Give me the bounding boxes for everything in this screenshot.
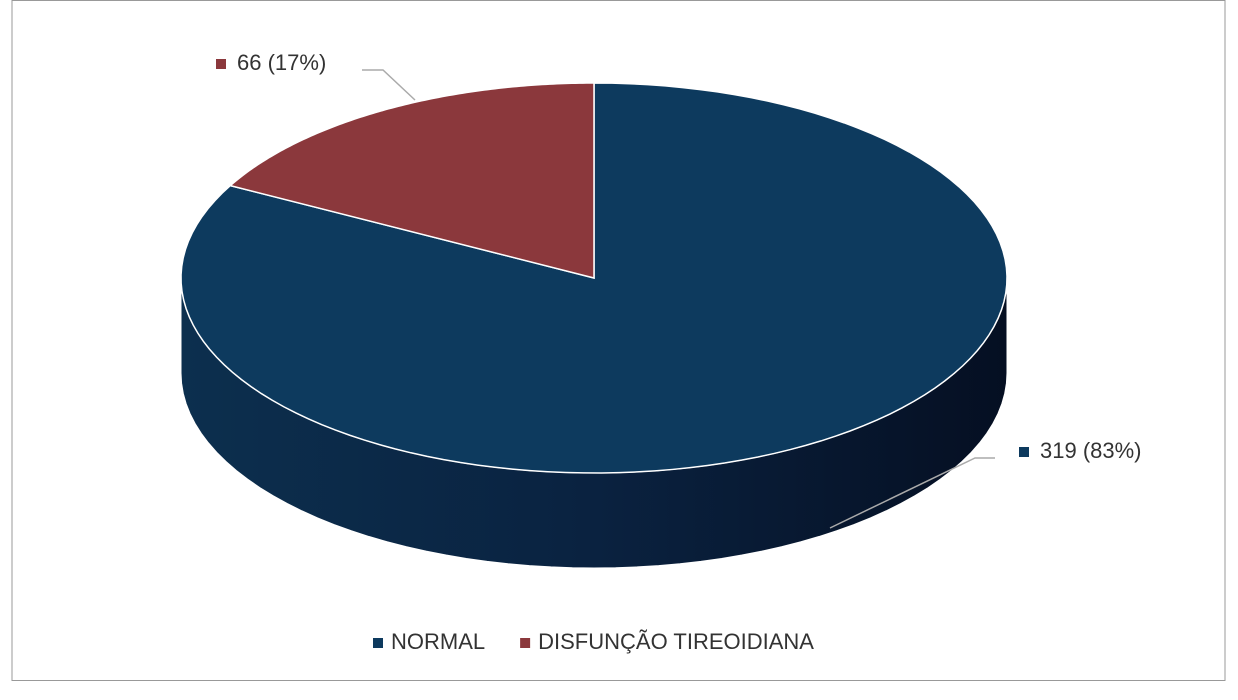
- data-label: 319 (83%): [1040, 438, 1142, 463]
- label-swatch: [216, 59, 226, 69]
- label-swatch: [1019, 447, 1029, 457]
- slice: [228, 82, 595, 279]
- data-label: 66 (17%): [237, 50, 326, 75]
- leader-line: [362, 69, 416, 101]
- legend-label: DISFUNÇÃO TIREOIDIANA: [538, 629, 814, 654]
- leader-line: [829, 457, 995, 529]
- legend-swatch: [520, 638, 531, 648]
- legend-label: NORMAL: [391, 629, 485, 654]
- legend-swatch: [373, 638, 383, 648]
